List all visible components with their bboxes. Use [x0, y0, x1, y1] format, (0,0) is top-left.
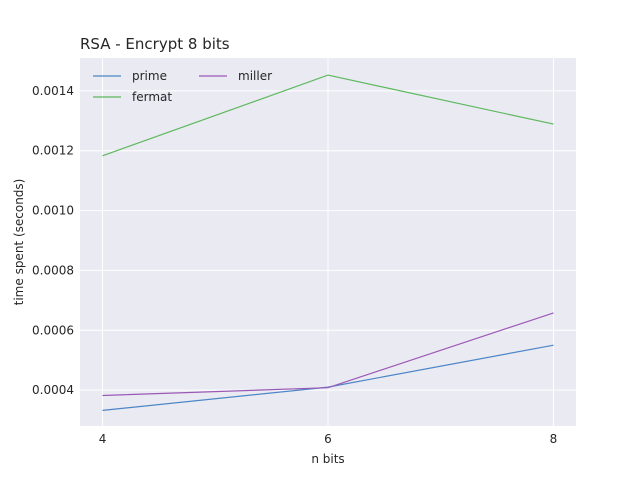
y-axis-label: time spent (seconds)	[12, 179, 26, 306]
y-tick-label: 0.0004	[32, 383, 74, 397]
y-tick-labels: 0.0004 0.0006 0.0008 0.0010 0.0012 0.0014	[32, 84, 74, 397]
y-tick-label: 0.0014	[32, 84, 74, 98]
series-line-miller	[102, 312, 554, 397]
legend-label-miller: miller	[238, 69, 272, 83]
x-tick-label: 6	[324, 432, 332, 446]
legend-label-fermat: fermat	[132, 90, 172, 104]
x-tick-label: 8	[550, 432, 558, 446]
x-tick-label: 4	[99, 432, 107, 446]
y-tick-label: 0.0012	[32, 144, 74, 158]
y-tick-label: 0.0006	[32, 323, 74, 337]
y-tick-label: 0.0008	[32, 263, 74, 277]
chart-title: RSA - Encrypt 8 bits	[80, 35, 230, 53]
legend-label-prime: prime	[132, 69, 167, 83]
y-tick-label: 0.0010	[32, 204, 74, 218]
grid	[80, 58, 576, 426]
x-axis-label: n bits	[311, 452, 344, 466]
series-line-fermat	[102, 74, 554, 157]
x-tick-labels: 4 6 8	[99, 432, 558, 446]
legend: prime fermat miller	[93, 69, 272, 104]
series-lines	[102, 74, 554, 411]
